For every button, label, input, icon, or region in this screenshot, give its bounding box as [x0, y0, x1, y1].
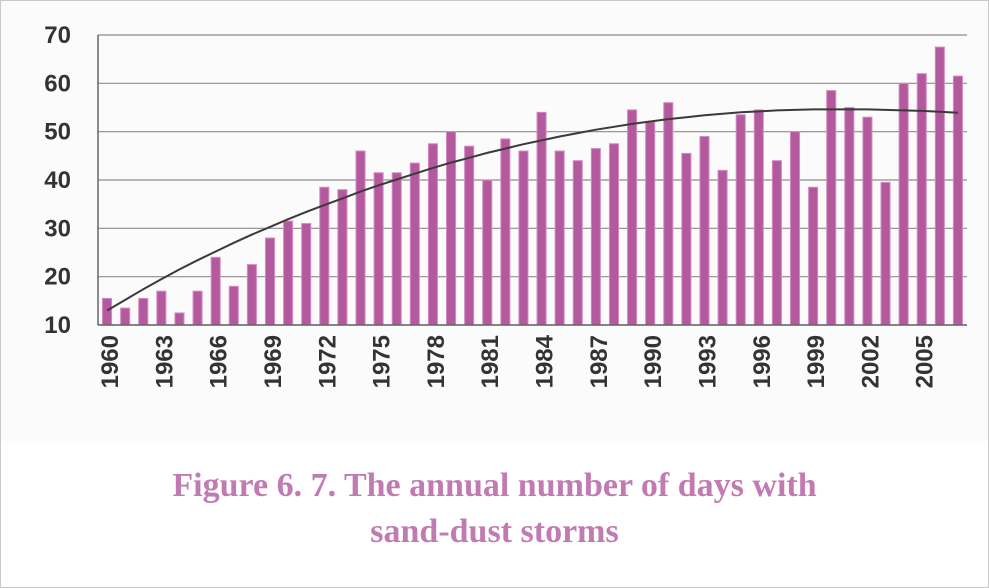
x-tick-label: 1978: [423, 335, 450, 388]
x-tick-label: 1993: [695, 335, 722, 388]
bar: [554, 150, 565, 326]
bar: [880, 181, 891, 326]
caption-line-2: sand-dust storms: [370, 513, 619, 550]
bar: [337, 189, 348, 326]
bar: [518, 150, 529, 326]
x-tick-label: 2005: [912, 335, 939, 388]
x-axis-ticks: 1960 1963 1966 1969 1972 1975 1978 1981 1984 1987…: [97, 334, 939, 388]
bar: [174, 312, 185, 326]
x-tick-label: 1999: [803, 335, 830, 388]
bar: [427, 143, 438, 326]
bar: [862, 116, 873, 326]
bar: [934, 46, 945, 326]
bar: [301, 223, 312, 326]
bar: [717, 169, 728, 326]
y-axis-ticks: 10 20 30 40 50 60 70: [44, 22, 71, 339]
bar: [391, 172, 402, 326]
bar: [536, 111, 547, 326]
bar: [663, 102, 674, 326]
bar: [482, 179, 493, 326]
bar: [826, 90, 837, 326]
bar: [156, 290, 167, 326]
bar: [808, 186, 819, 326]
bar: [844, 107, 855, 326]
bar: [355, 150, 366, 326]
trend-line: [106, 108, 958, 312]
bar: [228, 285, 239, 326]
bar: [409, 162, 420, 326]
bar: [264, 237, 276, 326]
x-tick-label: 1960: [97, 335, 124, 388]
bar: [192, 290, 203, 326]
bar: [608, 143, 619, 326]
y-tick-label: 70: [44, 22, 71, 49]
bar: [645, 121, 656, 326]
y-tick-label: 60: [44, 70, 71, 97]
x-tick-label: 1987: [586, 335, 613, 388]
bar: [283, 220, 294, 326]
trend-line-group: [106, 108, 958, 312]
chart-panel: 10 20 30 40 50 60 70 1960 1963 1966 1969 1972 1975 1…: [1, 1, 988, 441]
bar: [753, 109, 764, 326]
x-tick-label: 1975: [369, 335, 396, 388]
bar: [789, 131, 801, 326]
x-tick-label: 1984: [532, 334, 559, 388]
bar: [319, 186, 330, 326]
x-tick-label: 1972: [314, 335, 341, 388]
bar: [246, 264, 257, 326]
bar: [771, 160, 782, 326]
y-tick-label: 10: [44, 312, 71, 339]
figure-caption: Figure 6. 7. The annual number of days w…: [1, 463, 988, 555]
x-tick-label: 1990: [640, 335, 667, 388]
bar: [464, 145, 475, 326]
x-tick-label: 2002: [857, 335, 884, 388]
x-tick-label: 1981: [477, 335, 504, 388]
axes: [97, 35, 967, 326]
bar: [898, 82, 909, 326]
grid-lines: [98, 34, 967, 326]
bar: [735, 114, 746, 326]
bar: [102, 297, 113, 326]
x-tick-label: 1996: [749, 335, 776, 388]
bar: [138, 297, 149, 326]
y-tick-label: 40: [44, 167, 71, 194]
y-tick-label: 50: [44, 119, 71, 146]
y-tick-label: 20: [44, 264, 71, 291]
bar: [500, 138, 511, 326]
y-tick-label: 30: [44, 215, 71, 242]
bar: [120, 307, 131, 326]
bar: [699, 136, 710, 326]
bar: [572, 160, 583, 326]
bar: [373, 172, 384, 326]
caption-line-1: Figure 6. 7. The annual number of days w…: [172, 467, 817, 504]
x-tick-label: 1966: [206, 335, 233, 388]
bar: [627, 109, 638, 326]
bars: [102, 46, 963, 326]
x-tick-label: 1969: [260, 335, 287, 388]
bar: [446, 131, 457, 326]
x-tick-label: 1963: [151, 335, 178, 388]
bar: [210, 256, 221, 326]
bar: [681, 152, 692, 326]
bar: [590, 148, 601, 326]
